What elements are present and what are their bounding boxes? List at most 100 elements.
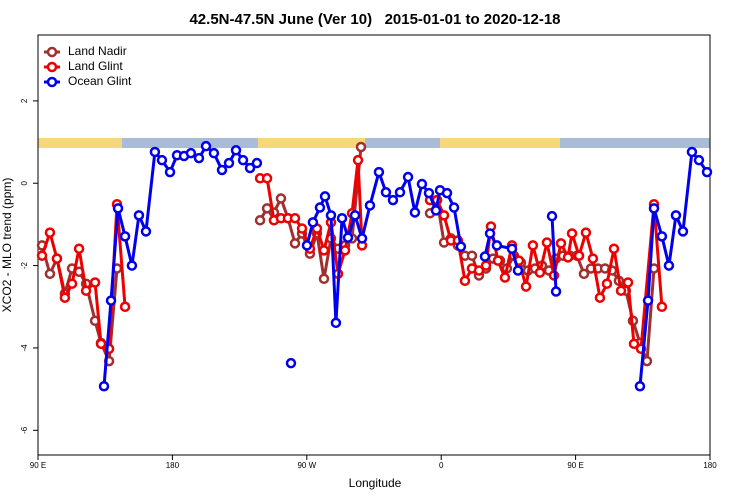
point — [319, 191, 331, 202]
point — [656, 231, 668, 242]
legend-label: Land Glint — [68, 59, 123, 73]
x-tick-label: 180 — [166, 461, 180, 470]
point — [296, 223, 308, 234]
point — [285, 357, 297, 369]
point — [275, 193, 287, 204]
point — [164, 166, 176, 178]
point — [289, 212, 301, 224]
point — [466, 250, 478, 261]
point — [98, 380, 110, 392]
point — [339, 245, 351, 256]
y-tick-label: -4 — [20, 344, 29, 352]
point — [608, 243, 620, 254]
point — [555, 238, 567, 249]
point — [342, 232, 354, 243]
point — [314, 202, 326, 213]
point — [499, 272, 511, 283]
legend-marker — [46, 76, 58, 88]
point — [325, 210, 337, 221]
point — [677, 226, 689, 237]
point — [44, 227, 56, 238]
x-tick-label: 90 W — [297, 461, 316, 470]
point — [251, 157, 263, 169]
point — [394, 187, 406, 198]
point — [373, 166, 385, 178]
point — [416, 178, 428, 190]
point — [402, 171, 414, 183]
point — [244, 162, 256, 174]
y-axis-label: XCO2 - MLO trend (ppm) — [0, 178, 14, 313]
point — [628, 338, 640, 350]
point — [656, 301, 668, 313]
x-tick-label: 90 E — [30, 461, 46, 470]
point — [634, 380, 646, 392]
point — [44, 268, 56, 280]
point — [185, 147, 197, 159]
point — [601, 278, 613, 289]
point — [336, 212, 348, 224]
point — [541, 237, 553, 248]
point — [663, 260, 675, 271]
point — [80, 285, 92, 296]
point — [506, 243, 518, 254]
point — [223, 157, 235, 169]
point — [423, 187, 435, 199]
legend-marker — [46, 46, 58, 58]
point — [349, 210, 361, 221]
point — [119, 301, 131, 313]
x-axis-label: Longitude — [349, 476, 402, 490]
point — [546, 210, 558, 222]
point — [459, 275, 471, 287]
point — [301, 240, 313, 251]
y-tick-label: 2 — [20, 98, 29, 103]
point — [479, 251, 491, 262]
chart-title: 42.5N-47.5N June (Ver 10) 2015-01-01 to … — [189, 11, 560, 28]
point — [289, 238, 301, 249]
point — [512, 265, 524, 276]
point — [622, 277, 634, 288]
point — [448, 202, 460, 213]
point — [89, 277, 101, 288]
point — [355, 141, 367, 153]
point — [307, 217, 319, 228]
legend-label: Ocean Glint — [68, 74, 132, 88]
point — [330, 317, 342, 329]
point — [208, 147, 220, 159]
point — [140, 226, 152, 237]
point — [352, 154, 364, 166]
legend-marker — [46, 61, 58, 73]
point — [193, 152, 205, 164]
point — [701, 166, 713, 178]
point — [409, 207, 421, 218]
point — [615, 285, 627, 296]
y-tick-label: 0 — [20, 180, 29, 185]
point — [95, 338, 107, 350]
point — [51, 253, 63, 264]
x-tick-label: 180 — [703, 461, 717, 470]
point — [318, 245, 330, 256]
point — [66, 278, 78, 289]
point — [254, 215, 266, 226]
point — [149, 146, 161, 158]
point — [534, 267, 546, 278]
point — [566, 228, 578, 239]
point — [491, 240, 503, 251]
land-ocean-strip — [38, 138, 710, 148]
point — [119, 231, 131, 242]
y-tick-label: -2 — [20, 261, 29, 269]
point — [441, 187, 453, 199]
point — [587, 253, 599, 264]
point — [473, 265, 485, 276]
point — [670, 210, 682, 221]
point — [527, 240, 539, 251]
point — [364, 200, 376, 211]
point — [455, 241, 467, 252]
point — [216, 164, 228, 176]
point — [387, 194, 399, 206]
point — [105, 295, 117, 306]
point — [261, 173, 273, 184]
point — [156, 154, 168, 166]
point — [133, 210, 145, 221]
point — [356, 233, 368, 244]
